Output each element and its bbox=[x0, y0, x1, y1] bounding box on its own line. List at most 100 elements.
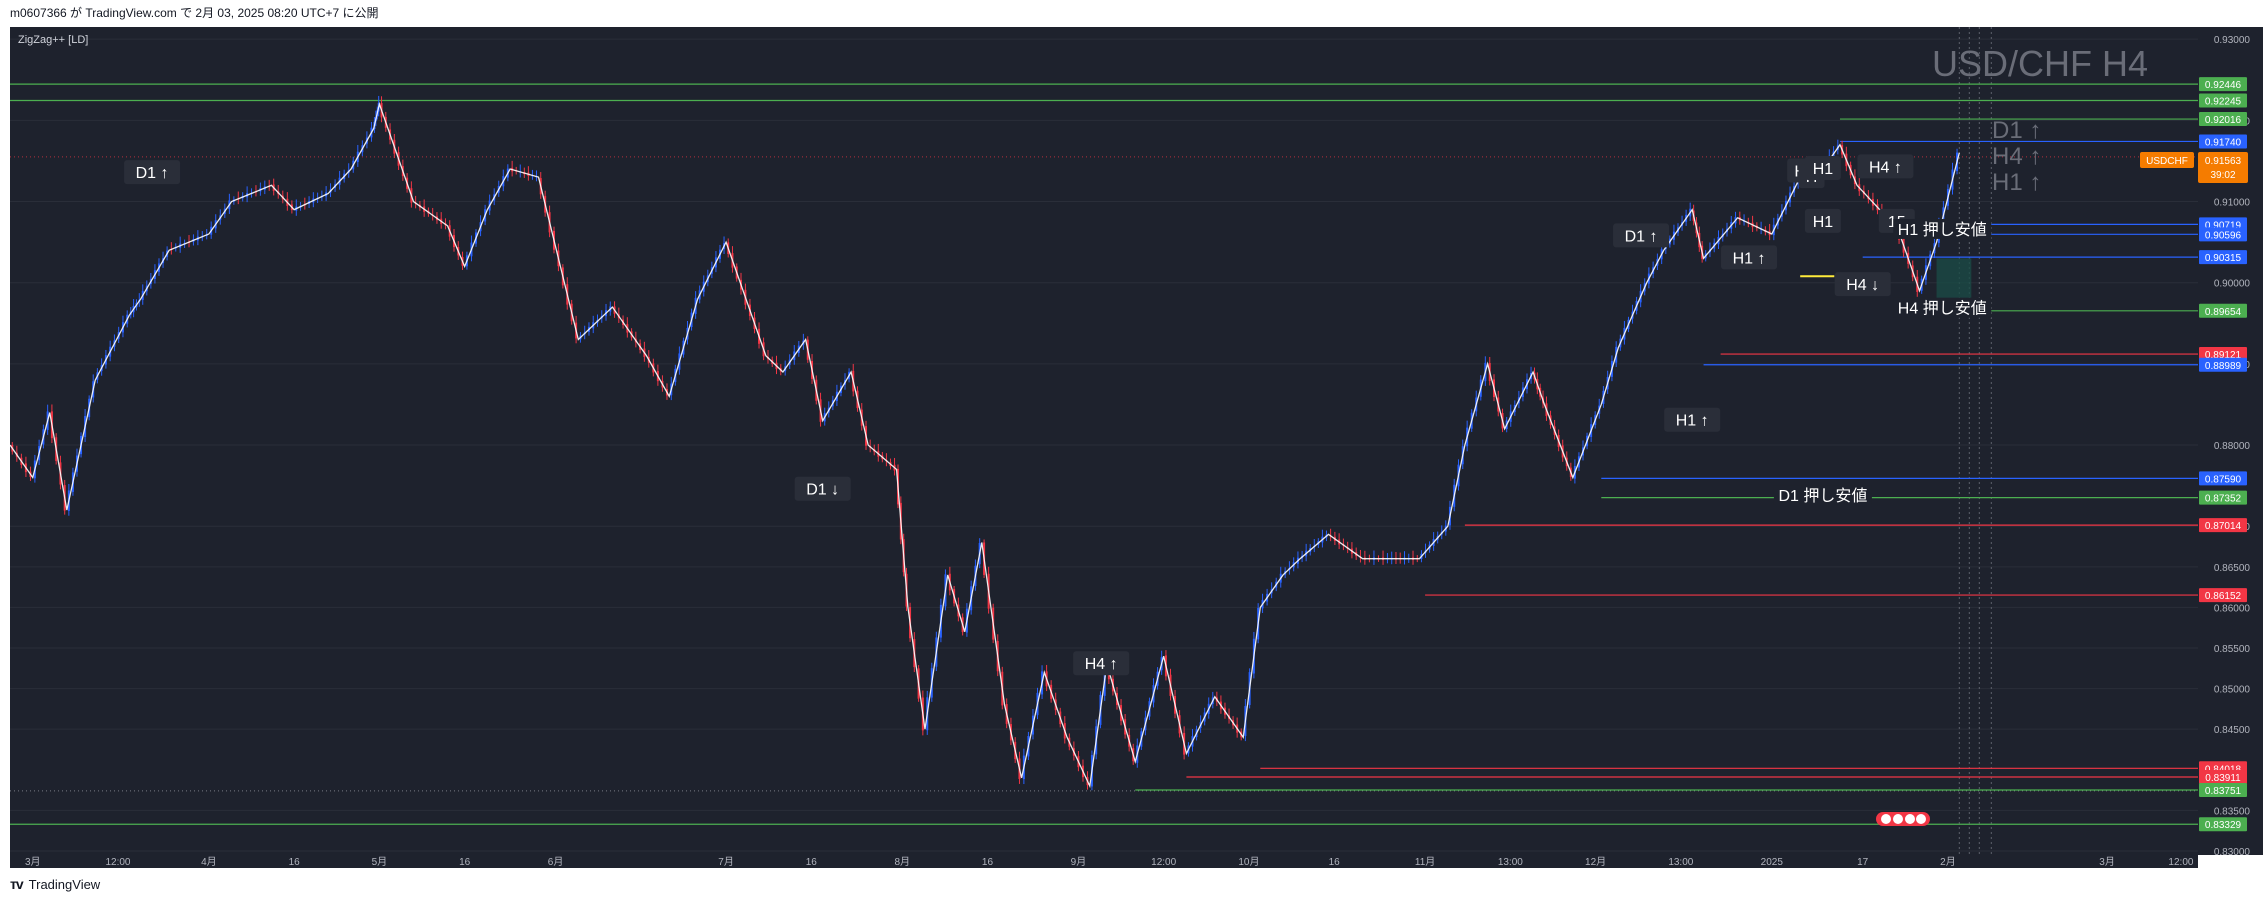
time-tick-label: 16 bbox=[982, 857, 994, 868]
price-tick-label: 0.90000 bbox=[2214, 279, 2251, 290]
event-flag-icon bbox=[1893, 814, 1903, 824]
price-level-badge bbox=[2199, 471, 2247, 486]
price-level-badge bbox=[2199, 93, 2247, 108]
footer: ᴛᴠ TradingView bbox=[0, 868, 2263, 901]
event-flag-icon bbox=[1905, 814, 1915, 824]
price-level-badge-text: 0.83329 bbox=[2205, 820, 2242, 831]
annotation-box bbox=[1893, 297, 1992, 318]
price-axis[interactable]: 0.930000.920000.910000.900000.890000.880… bbox=[2199, 35, 2250, 858]
event-flag-icon bbox=[1881, 814, 1891, 824]
price-level-badge-text: 0.92016 bbox=[2205, 115, 2242, 126]
last-price-text: 0.91563 bbox=[2205, 156, 2242, 167]
time-tick-label: 4月 bbox=[201, 856, 217, 868]
price-level-badge-text: 0.87352 bbox=[2205, 494, 2242, 505]
trend-panel-h4: H4 ↑ bbox=[1992, 143, 2041, 170]
annotation-label: H1 ↑ bbox=[1733, 250, 1766, 267]
annotation-label: H1 ↑ bbox=[1676, 413, 1709, 430]
annotation-label: H1 bbox=[1813, 214, 1834, 231]
chart-area[interactable]: D1 ↑D1 ↓H4 ↑D1 ↑H1 ↑H1 ↑HHH1H1H4 ↑15H4 ↓… bbox=[0, 26, 2263, 868]
time-tick-label: 11月 bbox=[1415, 856, 1435, 868]
symbol-badge-bg bbox=[2140, 152, 2194, 168]
price-chart[interactable]: D1 ↑D1 ↓H4 ↑D1 ↑H1 ↑H1 ↑HHH1H1H4 ↑15H4 ↓… bbox=[0, 26, 2263, 868]
annotation-label: H1 押し安値 bbox=[1898, 221, 1987, 239]
price-tick-label: 0.85500 bbox=[2214, 644, 2251, 655]
price-level-badge bbox=[2199, 490, 2247, 505]
price-level-badge-text: 0.86152 bbox=[2205, 591, 2242, 602]
price-level-badge bbox=[2199, 227, 2247, 242]
price-level-badge-text: 0.89121 bbox=[2205, 350, 2242, 361]
price-level-badge bbox=[2199, 77, 2247, 92]
time-tick-label: 13:00 bbox=[1668, 857, 1693, 868]
price-level-badge bbox=[2199, 347, 2247, 362]
time-tick-label: 3月 bbox=[25, 856, 41, 868]
annotation-box bbox=[1804, 156, 1841, 181]
zigzag-line bbox=[9, 101, 1960, 789]
time-axis-background bbox=[10, 855, 2198, 868]
price-tick-label: 0.91000 bbox=[2214, 198, 2251, 209]
price-level-badge bbox=[2199, 134, 2247, 149]
price-tick-label: 0.88000 bbox=[2214, 441, 2251, 452]
time-tick-label: 16 bbox=[1329, 857, 1341, 868]
publish-header: m0607366 が TradingView.com で 2月 03, 2025… bbox=[0, 0, 2263, 26]
price-level-badge-text: 0.90596 bbox=[2205, 230, 2242, 241]
price-level-badge-text: 0.92245 bbox=[2205, 96, 2242, 107]
price-tick-label: 0.83500 bbox=[2214, 806, 2251, 817]
price-level-badge-text: 0.83751 bbox=[2205, 786, 2242, 797]
time-tick-label: 6月 bbox=[548, 856, 564, 868]
price-level-badge-text: 0.91740 bbox=[2205, 137, 2242, 148]
time-axis[interactable]: 3月 12:00 4月 16 5月 16 6月 7月 16 8月 16 9月 12:00 10月 16 11月… bbox=[25, 856, 2194, 868]
symbol-watermark: USD/CHF H4 bbox=[1932, 43, 2148, 84]
time-tick-label: 12月 bbox=[1585, 856, 1606, 868]
price-level-badge bbox=[2199, 518, 2247, 533]
time-tick-label: 2025 bbox=[1761, 857, 1784, 868]
time-tick-label: 12:00 bbox=[105, 857, 130, 868]
price-level-badge bbox=[2199, 250, 2247, 265]
price-level-badge bbox=[2199, 769, 2247, 784]
time-tick-label: 8月 bbox=[894, 856, 910, 868]
price-tick-label: 0.86500 bbox=[2214, 563, 2251, 574]
trend-panel-d1: D1 ↑ bbox=[1992, 117, 2041, 144]
time-tick-label: 12:00 bbox=[2168, 857, 2193, 868]
tradingview-logo[interactable]: ᴛᴠ TradingView bbox=[10, 868, 100, 901]
time-tick-label: 13:00 bbox=[1498, 857, 1523, 868]
annotation-box bbox=[1721, 245, 1778, 270]
time-tick-label: 2月 bbox=[1940, 856, 1956, 868]
price-level-badge-text: 0.84018 bbox=[2205, 764, 2242, 775]
price-level-badge bbox=[2199, 782, 2247, 797]
price-level-badge-text: 0.90719 bbox=[2205, 220, 2242, 231]
countdown-text: 39:02 bbox=[2210, 170, 2235, 181]
symbol-badge-text: USDCHF bbox=[2146, 156, 2188, 167]
annotation-box bbox=[1893, 218, 1992, 239]
time-tick-label: 5月 bbox=[372, 856, 388, 868]
time-tick-label: 16 bbox=[459, 857, 471, 868]
time-tick-label: 9月 bbox=[1071, 856, 1087, 868]
price-level-badge-text: 0.88989 bbox=[2205, 361, 2242, 372]
zigzag-lines bbox=[9, 101, 1960, 789]
annotation-box bbox=[1804, 208, 1841, 233]
price-level-badge bbox=[2199, 817, 2247, 832]
price-level-badge-text: 0.83911 bbox=[2205, 773, 2241, 784]
price-level-badge bbox=[2199, 303, 2247, 318]
price-tick-label: 0.86000 bbox=[2214, 603, 2251, 614]
timeline-marker-icons[interactable] bbox=[1876, 812, 1930, 826]
annotation-label: D1 ↑ bbox=[136, 165, 169, 182]
price-level-badge-text: 0.89654 bbox=[2205, 307, 2242, 318]
symbol-badge[interactable]: USDCHF bbox=[2140, 152, 2194, 168]
time-tick-label: 12:00 bbox=[1151, 857, 1176, 868]
annotations: D1 ↑D1 ↓H4 ↑D1 ↑H1 ↑H1 ↑HHH1H1H4 ↑15H4 ↓… bbox=[124, 154, 1992, 676]
time-tick-label: 3月 bbox=[2099, 856, 2115, 868]
price-level-badge-text: 0.90315 bbox=[2205, 253, 2242, 264]
annotation-box bbox=[1834, 272, 1891, 297]
annotation-label: H1 bbox=[1813, 161, 1834, 178]
price-tick-label: 0.85000 bbox=[2214, 685, 2251, 696]
time-tick-label: 16 bbox=[806, 857, 818, 868]
last-price-badge-bg bbox=[2198, 152, 2248, 183]
price-level-badge-text: 0.87590 bbox=[2205, 474, 2242, 485]
last-price-badge[interactable]: 0.91563 39:02 bbox=[2198, 152, 2248, 183]
time-tick-label: 10月 bbox=[1238, 856, 1259, 868]
price-level-badge bbox=[2199, 588, 2247, 603]
annotation-label: H4 ↑ bbox=[1085, 656, 1118, 673]
price-tick-label: 0.84500 bbox=[2214, 725, 2251, 736]
annotation-box bbox=[1073, 651, 1130, 676]
annotation-label: H4 ↑ bbox=[1869, 159, 1902, 176]
